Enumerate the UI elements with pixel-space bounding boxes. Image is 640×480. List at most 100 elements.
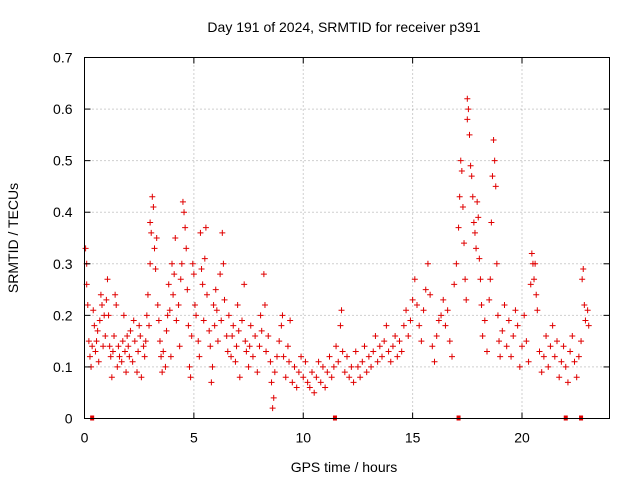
data-point [246,343,253,350]
data-point [170,291,177,298]
data-point [280,353,287,360]
data-point [470,219,477,226]
data-point [322,384,329,391]
data-point [116,353,123,360]
data-point [204,291,210,298]
data-point [268,379,275,386]
data-point [129,358,136,365]
data-point [114,363,121,370]
data-point [523,338,530,345]
data-point [575,353,582,360]
data-point [389,343,396,350]
data-point [516,363,523,370]
y-tick-label: 0.6 [53,101,73,117]
data-point [184,286,191,293]
data-point [127,327,134,334]
data-point [309,369,315,376]
data-point [476,255,483,262]
x-tick-label: 0 [81,430,89,446]
data-point [403,307,410,314]
data-point [126,353,133,360]
axis-ticks [84,57,610,419]
data-point [465,106,472,113]
data-point [123,369,130,376]
data-point [453,260,460,267]
y-axis-label: SRMTID / TECUs [5,183,21,293]
data-point [427,291,434,298]
data-point [200,317,207,324]
data-point [346,374,353,381]
data-point [486,296,493,303]
data-point [451,281,458,288]
data-point [233,343,240,350]
data-point [106,343,113,350]
data-point [420,307,427,314]
data-point [527,281,534,288]
data-point [229,332,236,339]
data-point [295,369,302,376]
data-point [82,245,89,252]
data-point [219,229,226,236]
data-point [176,343,183,350]
data-point [534,307,541,314]
data-point [193,312,200,319]
data-point [328,374,335,381]
data-point [344,353,350,360]
data-point [571,358,578,365]
data-point [396,338,403,345]
x-tick-label: 10 [295,430,311,446]
data-point [175,302,182,309]
data-point [258,327,265,334]
data-point [190,271,197,278]
data-point [103,296,110,303]
data-point [431,358,438,365]
data-point [324,369,331,376]
data-point [468,173,475,180]
data-point [562,363,569,370]
data-point [438,312,445,319]
data-point [457,157,464,164]
data-point [198,265,205,272]
data-point [239,317,245,324]
data-point [341,369,348,376]
data-point [118,358,125,365]
data-point [93,338,100,345]
data-point [201,255,208,262]
data-point [573,374,580,381]
data-point [85,338,92,345]
data-point [579,276,586,283]
data-point [532,260,539,267]
data-point [84,302,91,309]
data-point [279,312,286,319]
data-point [512,307,519,314]
data-point [92,348,99,355]
data-point [508,353,515,360]
data-point [333,343,340,350]
data-point [286,358,293,365]
data-point [276,338,283,345]
data-point [407,317,414,324]
data-point [137,332,144,339]
data-point [234,302,241,309]
data-point [494,312,501,319]
data-point [163,327,170,334]
data-point [156,338,163,345]
data-point [196,353,203,360]
data-point [177,276,184,283]
data-point [208,379,215,386]
data-point [330,363,337,370]
data-point [89,343,96,350]
data-point [491,157,498,164]
data-point [474,198,481,205]
data-point [144,291,151,298]
data-point [578,338,585,345]
data-point [225,312,232,319]
data-point [209,363,216,370]
data-point [112,291,119,298]
data-point [551,353,558,360]
data-point [141,353,148,360]
data-point [400,322,407,329]
data-point [115,343,122,350]
data-point [100,343,107,350]
data-point [567,348,574,355]
